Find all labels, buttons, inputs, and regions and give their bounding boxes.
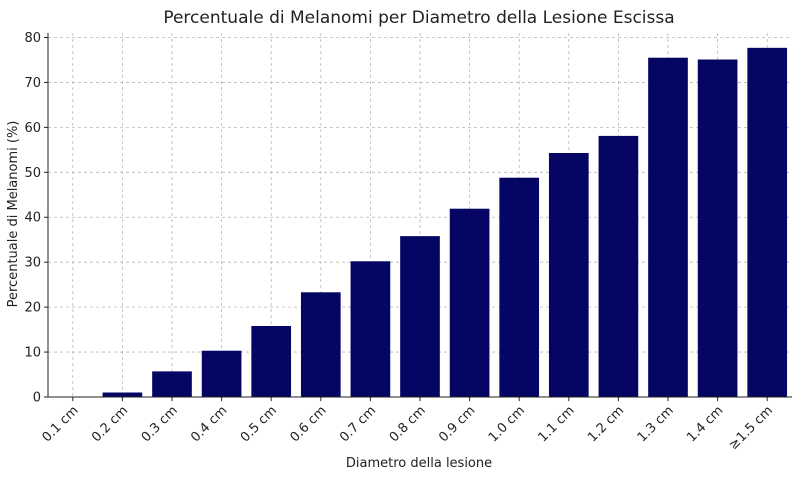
y-tick-label: 40: [24, 211, 41, 226]
y-tick-label: 0: [33, 391, 41, 406]
bar: [300, 292, 341, 397]
y-axis-label: Percentuale di Melanomi (%): [6, 121, 21, 308]
y-tick-label: 70: [24, 76, 41, 91]
y-axis-ticks: 0 10 20 30 40 50 60 70 80: [24, 31, 48, 406]
bar: [648, 57, 688, 397]
x-tick-label: 1.0 cm: [486, 403, 528, 445]
x-axis-label: Diametro della lesione: [346, 456, 492, 471]
x-tick-label: 0.8 cm: [387, 403, 429, 445]
y-tick-label: 60: [24, 121, 41, 136]
x-tick-label: 1.4 cm: [684, 403, 726, 445]
x-tick-label: 0.4 cm: [188, 403, 230, 445]
y-tick-label: 20: [24, 301, 41, 316]
y-tick-label: 10: [24, 346, 41, 361]
x-tick-label: 0.5 cm: [238, 403, 280, 445]
x-tick-label: ≥1.5 cm: [726, 403, 776, 453]
x-tick-label: 1.2 cm: [585, 403, 627, 445]
bar: [697, 59, 738, 397]
y-tick-label: 80: [24, 31, 41, 46]
x-tick-label: 0.7 cm: [337, 403, 379, 445]
bars: [102, 47, 788, 398]
x-tick-label: 0.6 cm: [287, 403, 329, 445]
x-tick-label: 1.3 cm: [635, 403, 677, 445]
x-axis-ticks: 0.1 cm 0.2 cm 0.3 cm 0.4 cm 0.5 cm 0.6 cm 0.7 …: [39, 397, 776, 453]
y-tick-label: 30: [24, 256, 41, 271]
bar: [201, 350, 242, 397]
bar: [598, 135, 639, 398]
x-tick-label: 1.1 cm: [535, 403, 577, 445]
x-tick-label: 0.9 cm: [436, 403, 478, 445]
y-tick-label: 50: [24, 166, 41, 181]
bar: [400, 236, 440, 397]
x-tick-label: 0.3 cm: [139, 403, 181, 445]
bar: [449, 208, 490, 397]
bar: [251, 325, 292, 397]
bar: [152, 371, 192, 397]
bar: [102, 392, 143, 397]
chart-title: Percentuale di Melanomi per Diametro del…: [163, 8, 674, 28]
bar: [548, 152, 589, 397]
bar: [499, 177, 540, 397]
bar: [350, 261, 391, 397]
x-tick-label: 0.2 cm: [89, 403, 131, 445]
bar: [747, 47, 788, 398]
x-tick-label: 0.1 cm: [39, 403, 81, 445]
